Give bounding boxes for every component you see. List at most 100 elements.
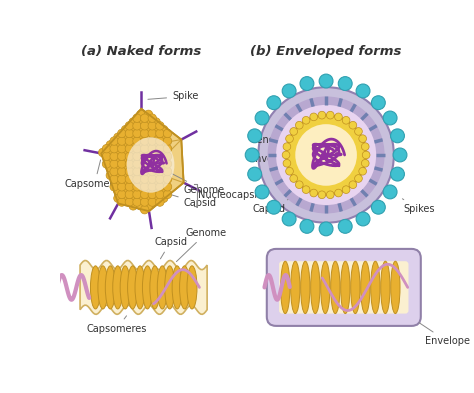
Circle shape [318, 111, 326, 119]
Ellipse shape [281, 261, 290, 314]
Circle shape [133, 121, 141, 130]
Circle shape [125, 152, 134, 161]
Circle shape [129, 202, 137, 210]
Text: Envelope: Envelope [249, 154, 294, 164]
Circle shape [125, 198, 134, 206]
Text: Capsid: Capsid [154, 237, 187, 259]
Circle shape [290, 174, 298, 182]
Circle shape [159, 133, 168, 141]
Circle shape [140, 114, 149, 123]
Circle shape [144, 148, 153, 157]
Circle shape [148, 167, 156, 176]
Circle shape [290, 128, 298, 135]
Ellipse shape [157, 266, 167, 309]
Circle shape [144, 202, 153, 210]
Circle shape [355, 174, 362, 182]
Circle shape [159, 186, 168, 195]
Circle shape [121, 148, 130, 157]
Circle shape [144, 186, 153, 195]
Ellipse shape [391, 261, 400, 314]
Circle shape [300, 219, 314, 233]
Circle shape [114, 156, 122, 164]
Circle shape [129, 133, 137, 141]
Circle shape [125, 190, 134, 198]
Circle shape [133, 183, 141, 191]
Ellipse shape [331, 261, 340, 314]
Circle shape [114, 163, 122, 172]
Circle shape [133, 198, 141, 206]
Circle shape [110, 167, 118, 176]
Ellipse shape [187, 266, 197, 309]
Circle shape [121, 186, 130, 195]
Circle shape [155, 137, 164, 145]
Circle shape [163, 190, 172, 198]
Circle shape [114, 141, 122, 149]
Circle shape [159, 125, 168, 134]
Ellipse shape [341, 261, 350, 314]
Circle shape [144, 141, 153, 149]
Circle shape [372, 96, 385, 110]
Circle shape [118, 183, 126, 191]
Circle shape [140, 198, 149, 206]
Circle shape [106, 163, 115, 172]
Ellipse shape [310, 261, 320, 314]
Circle shape [137, 194, 145, 202]
Circle shape [361, 143, 369, 151]
Text: Genome: Genome [249, 134, 312, 147]
Circle shape [137, 110, 145, 119]
Circle shape [362, 151, 370, 159]
Circle shape [121, 156, 130, 164]
Ellipse shape [91, 266, 100, 309]
Circle shape [118, 160, 126, 168]
Circle shape [114, 186, 122, 195]
Circle shape [133, 137, 141, 145]
Circle shape [118, 137, 126, 145]
Circle shape [282, 212, 296, 226]
FancyBboxPatch shape [267, 249, 421, 326]
Circle shape [283, 160, 291, 167]
Ellipse shape [150, 266, 160, 309]
Circle shape [144, 110, 153, 119]
Circle shape [148, 198, 156, 206]
Circle shape [163, 145, 172, 153]
Circle shape [110, 175, 118, 184]
Circle shape [267, 96, 384, 213]
Text: (b) Enveloped forms: (b) Enveloped forms [250, 45, 402, 58]
Circle shape [155, 152, 164, 161]
Text: (a) Naked forms: (a) Naked forms [81, 45, 201, 58]
Circle shape [118, 175, 126, 184]
Circle shape [148, 190, 156, 198]
Circle shape [133, 114, 141, 123]
Circle shape [295, 181, 303, 189]
Circle shape [310, 113, 318, 121]
Circle shape [163, 183, 172, 191]
Circle shape [121, 141, 130, 149]
Circle shape [152, 125, 160, 134]
Circle shape [159, 163, 168, 172]
Circle shape [148, 129, 156, 138]
Circle shape [393, 148, 407, 162]
Ellipse shape [128, 266, 137, 309]
Circle shape [129, 148, 137, 157]
Circle shape [140, 137, 149, 145]
Circle shape [106, 141, 115, 149]
Circle shape [255, 111, 269, 125]
Circle shape [114, 179, 122, 187]
Circle shape [137, 141, 145, 149]
Circle shape [283, 143, 291, 151]
Circle shape [155, 160, 164, 168]
Circle shape [137, 179, 145, 187]
Circle shape [359, 135, 366, 143]
Circle shape [125, 175, 134, 184]
Circle shape [129, 141, 137, 149]
Text: Capsid: Capsid [253, 193, 302, 214]
Text: Envelope: Envelope [419, 323, 470, 346]
Circle shape [140, 152, 149, 161]
Circle shape [267, 96, 281, 110]
Circle shape [125, 137, 134, 145]
Circle shape [114, 148, 122, 157]
Circle shape [144, 171, 153, 180]
Text: Nucleocapsid: Nucleocapsid [198, 190, 264, 200]
Circle shape [133, 167, 141, 176]
Text: Capsomeres: Capsomeres [86, 316, 147, 334]
